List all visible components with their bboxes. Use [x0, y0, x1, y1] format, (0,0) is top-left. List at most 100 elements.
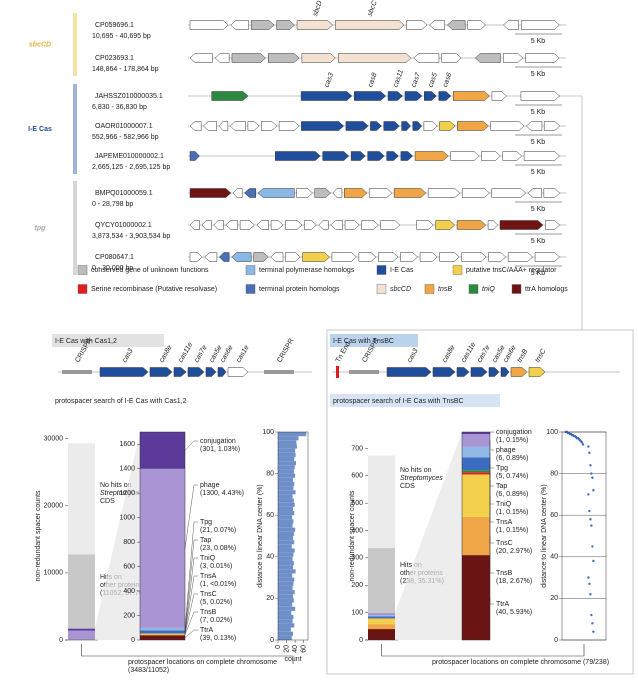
y-tick-label: 0 [131, 637, 135, 644]
distance-dot [590, 524, 593, 527]
segment-label: TniQ (3, 0.01%) [200, 555, 232, 570]
gene-arrow [413, 53, 440, 63]
gene-arrow [250, 20, 275, 30]
gene-label: sbcC [367, 0, 379, 17]
distance-dot [589, 593, 592, 596]
histogram-bar [278, 556, 293, 561]
gene-arrow [543, 121, 561, 131]
segment-label: conjugation (301, 1.03%) [200, 438, 240, 453]
gene-arrow [450, 151, 480, 161]
y-tick-label: 1000 [119, 514, 135, 521]
gene-arrow [416, 220, 434, 230]
gene-arrow [470, 367, 488, 377]
distance-dot [592, 630, 595, 633]
zoom-segment [462, 457, 490, 471]
gene-arrow [456, 220, 487, 230]
gene-arrow [354, 91, 387, 101]
operon-label: cas8e [441, 344, 456, 364]
distance-dot [587, 445, 590, 448]
gene-arrow [525, 53, 560, 63]
leader-line [184, 440, 198, 451]
segment-label: Tpg (5, 0.74%) [496, 465, 528, 480]
leader-line [184, 484, 198, 549]
histogram-bar [278, 511, 295, 516]
histogram-bar [278, 577, 295, 582]
gene-label: cas8 [367, 72, 379, 88]
gene-arrow [232, 188, 243, 198]
locus-range: 2,665,125 - 2,695,125 bp [92, 164, 170, 171]
gene-arrow [332, 188, 343, 198]
histogram-bar [278, 565, 293, 570]
segment-name: TtrA [200, 627, 214, 634]
gene-arrow [520, 91, 560, 101]
gene-arrow [361, 220, 379, 230]
no-hits-label: Streptomyces [100, 490, 143, 497]
zoom-segment [140, 468, 185, 628]
legend-label: conserved gene of unknown functions [91, 267, 209, 274]
gene-arrow [214, 53, 230, 63]
distance-dot [588, 582, 591, 586]
distance-frame [277, 431, 309, 641]
gene-arrow [438, 91, 452, 101]
y-tick-label: 40 [266, 554, 274, 561]
operon-label: cas7e [476, 344, 491, 364]
gene-arrow [520, 20, 560, 30]
gene-arrow [461, 252, 487, 262]
y-tick-label: 400 [123, 588, 135, 595]
gene-arrow [230, 20, 249, 30]
histogram-bar [278, 440, 297, 445]
gene-arrow [278, 121, 300, 131]
legend-swatch [468, 284, 479, 294]
gene-arrow [268, 53, 300, 63]
x-tick-label: 60 [301, 645, 308, 653]
y-tick-label: 1200 [119, 490, 135, 497]
y-tick-label: 600 [351, 473, 363, 480]
histogram-bar [278, 560, 294, 566]
histogram-bar [278, 477, 293, 482]
distance-dot [587, 493, 590, 496]
segment-name: TnsA [496, 519, 513, 526]
legend-swatch [452, 265, 463, 275]
histogram-bar [278, 486, 294, 491]
segment-name: Tpg [496, 465, 508, 472]
segment-name: Tap [496, 483, 507, 490]
gene-arrow [189, 188, 232, 198]
leader-line [489, 463, 494, 487]
gene-arrow [296, 20, 334, 30]
segment-label: TnsB (7, 0.02%) [200, 609, 232, 624]
histogram-bar [278, 610, 292, 616]
footer-label: protospacer locations on complete chromo… [432, 659, 609, 666]
y-axis-label: non-redundant spacer counts [349, 490, 356, 582]
y-tick-label: 20 [550, 595, 558, 602]
gene-arrow [275, 151, 321, 161]
gene-arrow [401, 121, 411, 131]
zoom-segment [140, 633, 185, 635]
overview-segment [368, 624, 395, 630]
y-tick-label: 300 [351, 555, 363, 562]
legend-label: terminal polymerase homologs [259, 267, 355, 274]
footer-label: (3483/11052) [128, 667, 169, 674]
gene-arrow [173, 367, 187, 377]
locus-id: OAOR01000007.1 [95, 123, 153, 130]
segment-name: TnsB [496, 570, 513, 577]
gene-arrow [345, 121, 369, 131]
footer-bracket [381, 644, 585, 657]
gene-arrow [525, 121, 543, 131]
gene-arrow [256, 220, 269, 230]
operon-label: cas11e [177, 341, 194, 364]
scale-label: 5 Kb [531, 169, 546, 176]
no-hits-label: CDS [100, 498, 115, 505]
gene-label: cas6 [442, 72, 454, 88]
gene-arrow [439, 121, 456, 131]
zoom-segment [140, 432, 185, 469]
locus-range: 0 - 30,000 bp [92, 265, 133, 272]
histogram-bar [278, 548, 295, 553]
y-tick-label: 40 [550, 554, 558, 561]
gene-arrow [412, 121, 422, 131]
histogram-bar [278, 465, 295, 470]
zoom-segment [462, 470, 490, 473]
leader-line [489, 440, 494, 451]
leader-line [184, 593, 198, 635]
segment-value: (1300, 4.43%) [200, 490, 244, 497]
x-tick-label: 0 [275, 645, 282, 649]
